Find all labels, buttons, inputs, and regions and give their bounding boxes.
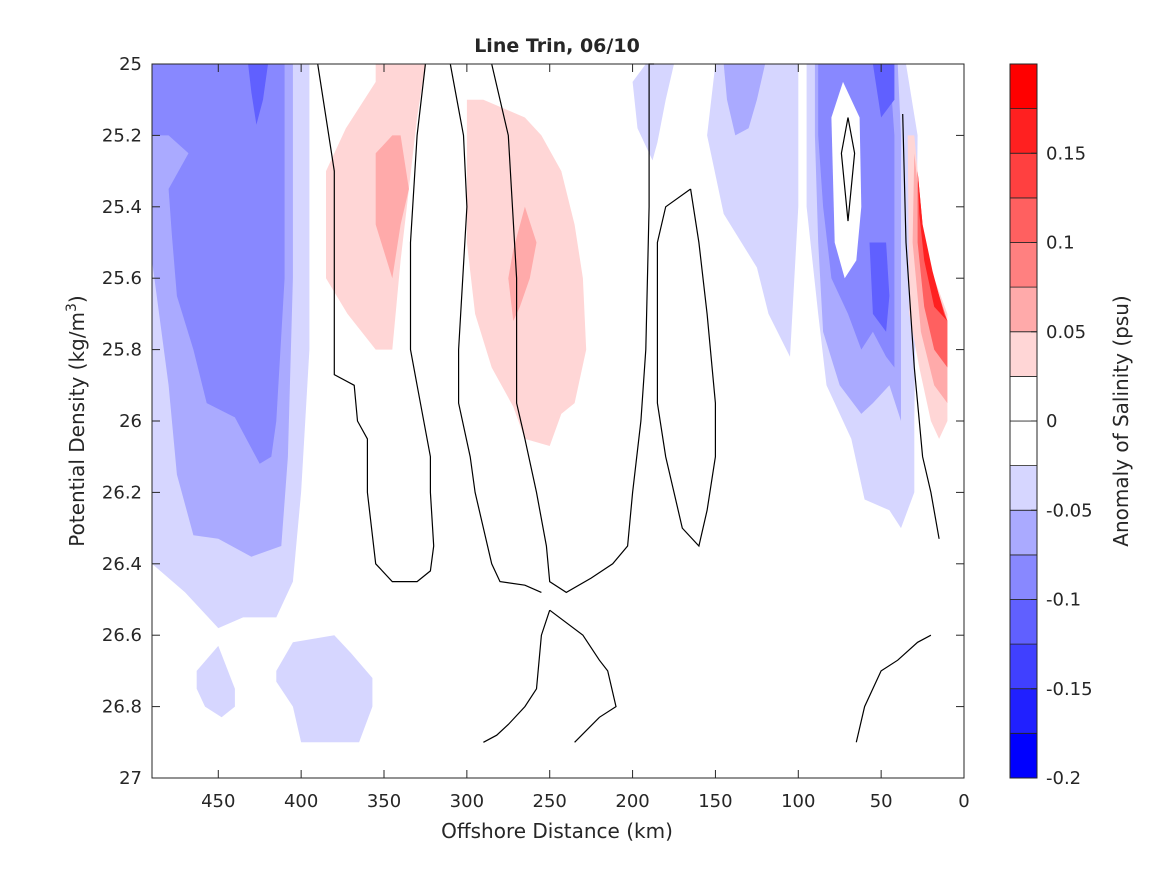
contour-region-2 — [152, 64, 285, 464]
y-axis-label-superscript: 3 — [64, 303, 80, 312]
x-axis-ticks: 450 400 350 300 250 200 150 100 50 0 — [201, 64, 970, 812]
colorbar-band-4 — [1009, 554, 1038, 600]
colorbar-band-6 — [1009, 465, 1038, 511]
colorbar-tick-label-2: -0.1 — [1046, 590, 1081, 611]
contour-region-4 — [196, 645, 235, 718]
zero-contour-line-5 — [902, 113, 940, 539]
zero-contour-line-1 — [491, 63, 655, 594]
x-tick-label-6: 150 — [698, 791, 732, 812]
y-axis-label: Potential Density (kg/m3) — [64, 295, 89, 546]
colorbar-tick-label-0: -0.2 — [1046, 768, 1081, 789]
contour-region-12 — [723, 64, 766, 136]
zero-contour-line-3 — [656, 188, 717, 548]
colorbar-band-3 — [1009, 599, 1038, 645]
contour-region-11 — [707, 64, 799, 357]
colorbar-tick-label-6: 0.1 — [1046, 233, 1075, 254]
y-tick-label-9: 26.8 — [102, 697, 142, 718]
x-tick-label-4: 250 — [533, 791, 567, 812]
colorbar-tick-label-5: 0.05 — [1046, 322, 1086, 343]
x-tick-label-1: 400 — [284, 791, 318, 812]
zero-contour-line-4 — [840, 117, 856, 222]
zero-contour-line-6 — [549, 609, 617, 743]
colorbar-band-9 — [1009, 331, 1038, 377]
y-tick-label-0: 25 — [119, 54, 142, 75]
contour-region-5 — [276, 635, 373, 743]
colorbar-band-2 — [1009, 643, 1038, 690]
y-axis-ticks: 25 25.2 25.4 25.6 25.8 26 26.2 26.4 26.6 26.8 27 — [102, 54, 964, 789]
contour-region-9 — [508, 206, 537, 321]
y-axis-label-main: Potential Density (kg/m — [65, 312, 89, 547]
colorbar-tick-label-1: -0.15 — [1046, 679, 1093, 700]
zero-contour-line-8 — [855, 634, 932, 743]
colorbar-band-15 — [1009, 63, 1038, 109]
x-axis-label: Offshore Distance (km) — [441, 819, 673, 843]
zero-contour-line-2 — [449, 63, 542, 593]
contour-region-18 — [831, 81, 862, 279]
y-tick-label-2: 25.4 — [102, 197, 142, 218]
contour-region-21 — [917, 171, 948, 368]
x-tick-label-7: 100 — [781, 791, 815, 812]
y-tick-label-1: 25.2 — [102, 125, 142, 146]
contour-region-22 — [917, 171, 948, 321]
colorbar-band-11 — [1009, 242, 1038, 288]
contour-region-17 — [872, 64, 895, 118]
plot-area: 450 400 350 300 250 200 150 100 50 0 2525.225.425… — [102, 54, 970, 812]
colorbar-band-13 — [1009, 152, 1038, 199]
colorbar-tick-label-4: 0 — [1046, 411, 1057, 432]
contour-region-7 — [375, 135, 409, 279]
y-tick-label-5: 26 — [119, 411, 142, 432]
contour-fill-layer — [152, 64, 948, 743]
x-tick-label-8: 50 — [870, 791, 893, 812]
colorbar-band-0 — [1009, 733, 1038, 779]
contour-region-10 — [632, 64, 674, 161]
y-tick-label-4: 25.8 — [102, 340, 142, 361]
y-tick-label-3: 25.6 — [102, 268, 142, 289]
colorbar-band-14 — [1009, 108, 1038, 154]
chart-title: Line Trin, 06/10 — [474, 35, 640, 57]
y-axis-label-close: ) — [65, 295, 89, 303]
colorbar-band-10 — [1009, 286, 1038, 333]
contour-region-16 — [869, 242, 890, 332]
y-tick-label-7: 26.4 — [102, 554, 142, 575]
y-tick-label-10: 27 — [119, 768, 142, 789]
x-tick-label-5: 200 — [615, 791, 649, 812]
x-tick-label-0: 450 — [201, 791, 235, 812]
colorbar-band-7 — [1009, 420, 1038, 466]
colorbar-ticks: -0.2 -0.15 -0.1 -0.05 0 0.05 0.1 0.15 — [1031, 143, 1093, 789]
colorbar-band-12 — [1009, 197, 1038, 243]
colorbar: -0.2 -0.15 -0.1 -0.05 0 0.05 0.1 0.15 Anomaly o… — [1009, 63, 1133, 789]
y-tick-label-8: 26.6 — [102, 625, 142, 646]
x-tick-label-3: 300 — [450, 791, 484, 812]
contour-line-layer — [317, 63, 940, 743]
y-tick-label-6: 26.2 — [102, 482, 142, 503]
colorbar-label: Anomaly of Salinity (psu) — [1109, 295, 1133, 546]
x-tick-label-9: 0 — [958, 791, 969, 812]
zero-contour-line-7 — [483, 610, 551, 743]
colorbar-tick-label-7: 0.15 — [1046, 143, 1086, 164]
colorbar-band-8 — [1009, 375, 1038, 422]
colorbar-tick-label-3: -0.05 — [1046, 500, 1093, 521]
contour-region-3 — [248, 64, 268, 125]
zero-contour-line-0 — [317, 63, 435, 583]
colorbar-band-5 — [1009, 509, 1038, 556]
x-tick-label-2: 350 — [367, 791, 401, 812]
colorbar-band-1 — [1009, 688, 1038, 734]
